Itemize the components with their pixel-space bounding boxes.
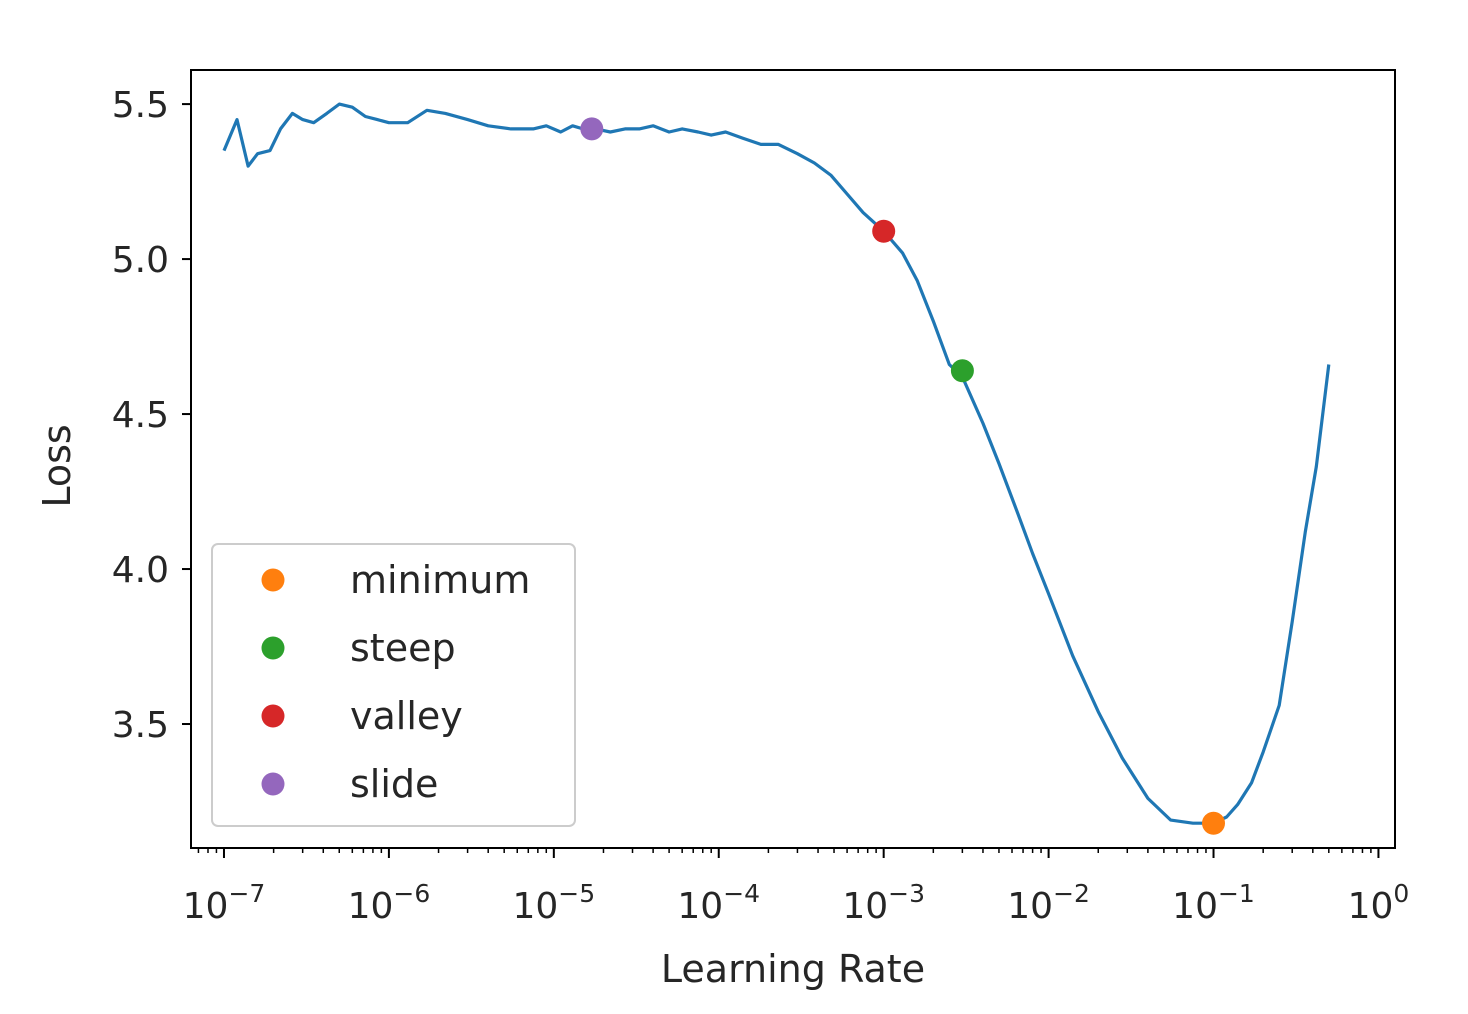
legend-items: minimum steep valley slide: [261, 558, 530, 806]
x-tick-label: 10−5: [512, 879, 595, 927]
legend-box: [211, 543, 576, 827]
x-tick-label: 10−2: [1007, 879, 1090, 927]
x-tick-label: 10−7: [183, 879, 266, 927]
x-tick-label: 10−1: [1172, 879, 1255, 927]
plot-layer: [222, 102, 1331, 835]
y-tick-label: 4.0: [112, 550, 169, 591]
steep-point: [950, 359, 974, 383]
legend-label-valley: valley: [350, 694, 463, 738]
x-tick-label: 100: [1348, 879, 1410, 927]
legend-marker-minimum: [261, 568, 285, 592]
minimum-point: [1202, 811, 1225, 835]
x-tick-label: 10−3: [842, 879, 925, 927]
legend-label-slide: slide: [350, 762, 438, 806]
y-tick-label: 4.5: [112, 395, 169, 436]
legend-marker-valley: [261, 704, 285, 728]
legend: minimum steep valley slide: [211, 543, 576, 827]
y-tick-label: 3.5: [112, 705, 169, 746]
x-tick-label: 10−6: [348, 879, 431, 927]
legend-label-minimum: minimum: [350, 558, 530, 602]
legend-marker-slide: [261, 772, 285, 796]
legend-label-steep: steep: [350, 626, 456, 670]
loss-series-line: [222, 102, 1331, 825]
y-axis-label: Loss: [35, 424, 79, 507]
valley-point: [872, 219, 896, 243]
y-tick-label: 5.5: [112, 85, 169, 126]
axes-layer: 3.5 4.0 4.5 5.0 5.5 10−7 10−6 10−5 10−4 10−3 10−2 1…: [112, 85, 1410, 927]
x-axis-label: Learning Rate: [661, 947, 925, 991]
legend-marker-steep: [261, 636, 285, 660]
slide-point: [580, 117, 604, 141]
x-tick-label: 10−4: [677, 879, 760, 927]
plot-frame: [190, 69, 1396, 849]
y-tick-label: 5.0: [112, 240, 169, 281]
